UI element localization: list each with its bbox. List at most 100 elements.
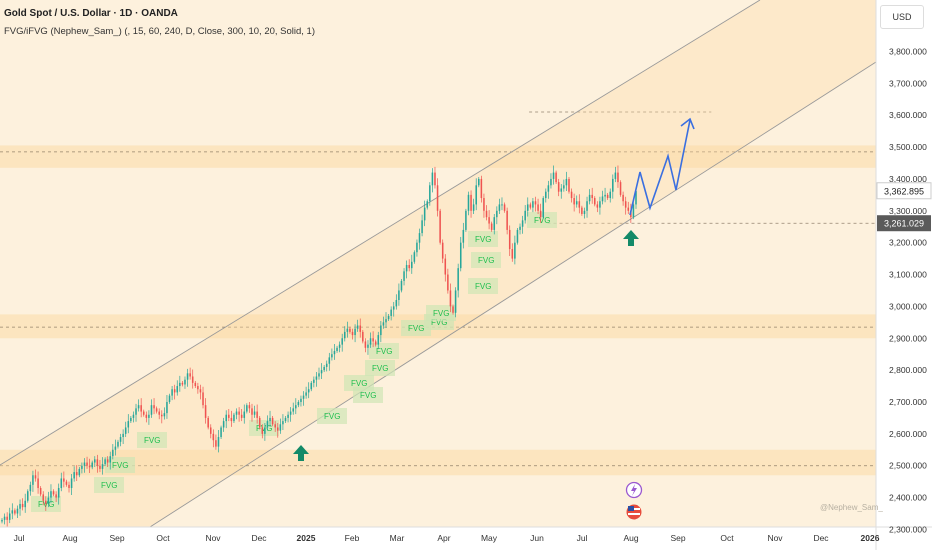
candle-body [423, 207, 426, 221]
price-tick-label: 2,900.000 [889, 333, 927, 343]
candle-body [635, 191, 637, 205]
candle-body [552, 172, 555, 179]
fvg-label: FVG [38, 500, 54, 509]
projection-layer [629, 117, 695, 216]
price-tick-label: 2,600.000 [889, 429, 927, 439]
candle-body [612, 178, 614, 192]
candle-body [539, 210, 542, 218]
fvg-box [365, 360, 395, 376]
candle-body [349, 328, 351, 332]
candle-body [266, 421, 269, 428]
candle-body [488, 217, 490, 224]
candle-body [256, 411, 258, 418]
candle-body [101, 464, 104, 469]
candle-body [161, 414, 163, 417]
price-tick-label: 3,400.000 [889, 174, 927, 184]
fvg-box [468, 278, 498, 294]
fvg-box [137, 432, 167, 448]
time-tick-label: Aug [623, 533, 638, 543]
candle-body [284, 417, 287, 422]
indicator-legend[interactable]: FVG/iFVG (Nephew_Sam_) (, 15, 60, 240, D… [4, 26, 316, 37]
candle-body [472, 204, 475, 211]
time-tick-label: Jun [530, 533, 544, 543]
price-tick-label: 3,100.000 [889, 270, 927, 280]
candle-body [338, 344, 341, 348]
candle-body [606, 194, 609, 199]
candle-body [57, 488, 60, 498]
candle-body [251, 408, 253, 415]
channel-upper-line [0, 0, 761, 466]
candle-body [400, 280, 403, 291]
candle-body [189, 373, 191, 377]
candle-body [32, 475, 34, 485]
candle-body [112, 449, 114, 457]
price-tick-label: 3,300.000 [889, 206, 927, 216]
candle-body [434, 172, 436, 186]
candle-body [359, 325, 362, 332]
candle-body [122, 433, 124, 438]
candle-body [21, 503, 24, 508]
fvg-box [317, 408, 347, 424]
candle-body [96, 459, 99, 466]
candle-body [313, 379, 315, 383]
candle-body [47, 497, 50, 504]
candle-body [269, 417, 271, 422]
candle-body [3, 516, 6, 520]
candle-body [292, 408, 295, 412]
candle-body [297, 401, 300, 406]
candle-body [529, 204, 532, 208]
channel-layer [0, 0, 877, 528]
fvg-box [426, 305, 456, 321]
candle-body [398, 290, 400, 301]
watermark-text: @Nephew_Sam_ [820, 503, 883, 512]
candle-body [209, 427, 212, 434]
fvg-label: FVG [144, 436, 160, 445]
candle-body [166, 401, 168, 414]
price-tick-label: 2,300.000 [889, 524, 927, 534]
candle-body [550, 178, 552, 186]
candle-body [19, 503, 21, 509]
projection-arrowhead [680, 117, 695, 130]
candle-body [204, 405, 207, 418]
fvg-label: FVG [101, 481, 117, 490]
candle-body [75, 472, 78, 476]
candle-body [39, 488, 42, 495]
candle-body [86, 462, 88, 466]
candle-body [264, 427, 266, 434]
candle-body [403, 271, 405, 281]
candle-body [534, 201, 537, 205]
candle-body [29, 484, 32, 492]
candle-body [137, 405, 140, 409]
candle-body [173, 389, 176, 393]
fvg-box [471, 252, 501, 268]
time-tick-label: Dec [813, 533, 829, 543]
candle-body [8, 513, 11, 520]
candle-body [114, 446, 117, 450]
fvg-layer: FVGFVGFVGFVGFVGFVGFVGFVGFVGFVGFVGFVGFVGF… [31, 212, 557, 512]
candle-body [148, 414, 150, 418]
candle-body [235, 411, 238, 415]
fvg-label: FVG [431, 318, 447, 327]
currency-button[interactable]: USD [880, 5, 924, 29]
candle-body [220, 427, 222, 438]
candle-body [184, 379, 186, 385]
candle-body [447, 274, 449, 291]
fvg-box [369, 343, 399, 359]
fvg-label: FVG [408, 324, 424, 333]
candle-body [480, 178, 483, 199]
candle-body [238, 411, 240, 415]
fvg-label: FVG [351, 379, 367, 388]
candle-body [632, 204, 635, 218]
candle-body [343, 331, 346, 339]
candle-body [506, 210, 508, 230]
candle-body [130, 417, 132, 422]
candle-body [459, 242, 462, 269]
candle-body [1, 519, 3, 522]
us-flag-stripe [628, 513, 640, 515]
candle-body [318, 373, 320, 377]
candle-body [457, 268, 459, 291]
candle-body [382, 322, 385, 326]
candle-body [328, 357, 331, 364]
candle-body [411, 261, 413, 269]
